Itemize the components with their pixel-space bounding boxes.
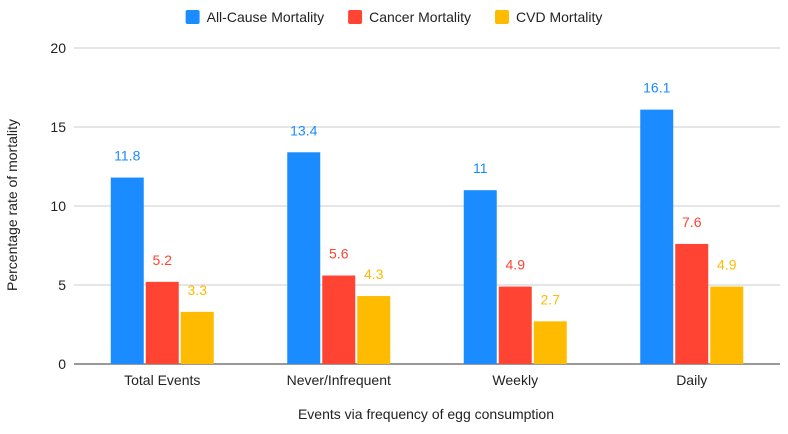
gridlines <box>74 47 780 365</box>
data-label: 13.4 <box>290 122 317 138</box>
data-label: 3.3 <box>188 282 208 298</box>
bar-all-cause-mortality-2 <box>463 190 497 364</box>
bars <box>110 109 744 365</box>
bar-cancer-mortality-0 <box>145 281 179 364</box>
bar-cvd-mortality-3 <box>710 286 744 364</box>
data-labels: 11.8 5.2 3.3 13.4 5.6 4.3 11 4.9 2.7 16.1 7.6 4.9 <box>114 80 737 308</box>
data-label: 4.9 <box>506 257 526 273</box>
x-axis-title: Events via frequency of egg consumption <box>298 406 554 422</box>
bar-cvd-mortality-0 <box>180 311 214 364</box>
data-label: 2.7 <box>541 291 561 307</box>
data-label: 4.9 <box>717 257 737 273</box>
legend-label: All-Cause Mortality <box>207 9 324 25</box>
x-axis-ticks: Total Events Never/Infrequent Weekly Daily <box>124 372 707 388</box>
legend-label: Cancer Mortality <box>369 9 471 25</box>
y-tick-label: 20 <box>50 40 66 56</box>
legend: All-Cause Mortality Cancer Mortality CVD M… <box>185 9 602 25</box>
data-label: 5.6 <box>329 246 349 262</box>
x-tick-label: Weekly <box>492 372 538 388</box>
y-tick-label: 5 <box>58 277 66 293</box>
bar-all-cause-mortality-0 <box>110 177 144 364</box>
bar-cvd-mortality-1 <box>357 296 391 364</box>
data-label: 5.2 <box>153 252 173 268</box>
legend-label: CVD Mortality <box>516 9 602 25</box>
data-label: 4.3 <box>364 266 384 282</box>
y-tick-label: 0 <box>58 356 66 372</box>
bar-cancer-mortality-3 <box>675 243 709 364</box>
bar-cvd-mortality-2 <box>533 321 567 364</box>
y-tick-label: 15 <box>50 119 66 135</box>
x-tick-label: Daily <box>676 372 707 388</box>
y-axis-title: Percentage rate of mortality <box>4 119 20 291</box>
bar-all-cause-mortality-1 <box>287 152 321 364</box>
data-label: 11 <box>473 160 488 176</box>
data-label: 16.1 <box>643 80 670 96</box>
bar-cancer-mortality-1 <box>322 275 356 364</box>
y-axis-ticks: 0 5 10 15 20 <box>50 40 66 372</box>
legend-swatch <box>495 10 510 24</box>
bar-all-cause-mortality-3 <box>640 109 674 365</box>
data-label: 11.8 <box>114 148 140 164</box>
x-tick-label: Never/Infrequent <box>287 372 391 388</box>
legend-swatch <box>185 10 200 24</box>
data-label: 7.6 <box>682 214 702 230</box>
bar-cancer-mortality-2 <box>498 286 532 364</box>
y-tick-label: 10 <box>50 198 66 214</box>
legend-swatch <box>348 10 363 24</box>
x-tick-label: Total Events <box>124 372 200 388</box>
